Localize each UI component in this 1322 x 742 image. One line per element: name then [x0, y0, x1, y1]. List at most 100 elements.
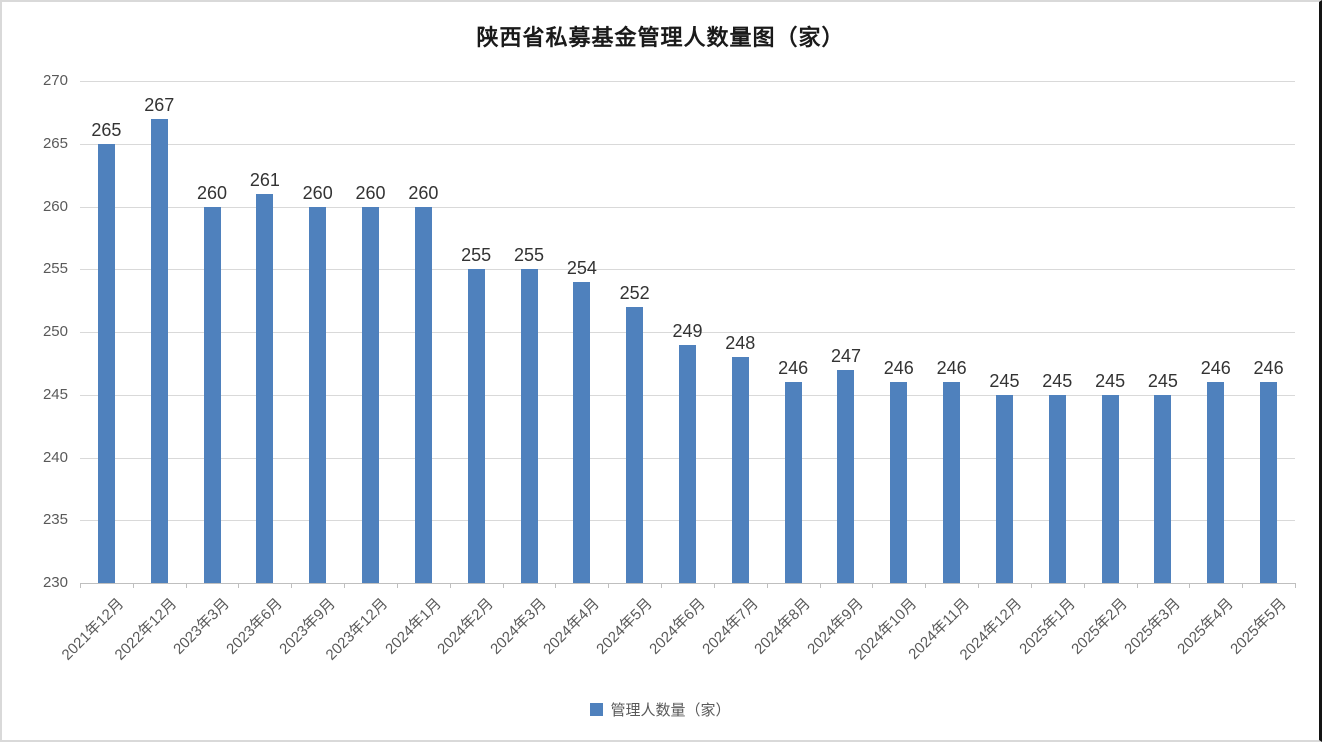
- bar-value-label: 260: [302, 182, 333, 203]
- legend-label: 管理人数量（家）: [610, 701, 731, 719]
- x-axis-tick: [449, 583, 451, 588]
- x-axis-label: 2024年4月: [540, 595, 604, 658]
- x-axis-label: 2025年2月: [1068, 595, 1132, 658]
- x-axis-tick: [872, 583, 874, 588]
- bar-value-label: 260: [355, 182, 386, 203]
- bar-value-label: 249: [672, 320, 703, 341]
- bar: [520, 269, 538, 583]
- bar-value-label: 245: [1095, 370, 1126, 391]
- bar: [1048, 394, 1066, 583]
- bar-value-label: 247: [830, 345, 861, 366]
- x-axis-label: 2024年8月: [751, 595, 815, 658]
- bar: [731, 357, 749, 583]
- x-axis-tick: [819, 583, 821, 588]
- x-axis-tick: [1083, 583, 1085, 588]
- x-axis-tick: [396, 583, 398, 588]
- x-axis-label: 2024年7月: [698, 595, 762, 658]
- gridline: [80, 206, 1295, 208]
- x-axis-label: 2024年6月: [645, 595, 709, 658]
- x-axis-label: 2024年5月: [593, 595, 656, 658]
- x-axis-tick: [1030, 583, 1032, 588]
- bar: [467, 269, 485, 583]
- plot-area: 230 235 240 245 250 255 260 265 270 265 267 260 261 2…: [43, 73, 1296, 664]
- y-axis-label: 270: [42, 72, 68, 89]
- bar-value-label: 245: [1147, 370, 1178, 391]
- bar-value-label: 245: [989, 370, 1020, 391]
- x-axis-tick: [80, 583, 81, 588]
- x-axis-tick: [608, 583, 610, 588]
- x-axis-label: 2023年6月: [223, 595, 287, 658]
- x-axis-label: 2025年3月: [1121, 595, 1185, 658]
- bar-value-label: 246: [936, 358, 967, 379]
- bar: [890, 382, 908, 583]
- bar: [943, 382, 961, 583]
- bar: [837, 369, 855, 583]
- x-axis-label: 2024年2月: [434, 595, 498, 658]
- bar-value-label: 248: [725, 333, 756, 354]
- bar-value-label: 260: [197, 182, 228, 203]
- y-axis-label: 255: [42, 260, 68, 278]
- bar-value-label: 252: [619, 282, 650, 303]
- x-axis-tick: [661, 583, 663, 588]
- y-axis-label: 245: [42, 385, 68, 403]
- x-axis-label: 2025年5月: [1227, 595, 1290, 658]
- x-axis-label: 2023年3月: [170, 595, 234, 658]
- x-axis-label: 2025年4月: [1174, 595, 1237, 658]
- bar-value-label: 267: [144, 94, 175, 115]
- bar: [362, 206, 380, 583]
- bar: [150, 118, 168, 583]
- bar: [1207, 382, 1225, 583]
- bar: [784, 382, 802, 583]
- y-axis-label: 260: [42, 197, 68, 215]
- y-axis-label: 230: [42, 574, 68, 591]
- bar-value-label: 255: [461, 245, 492, 266]
- x-axis-tick: [1242, 583, 1244, 588]
- bar-value-label: 245: [1042, 370, 1073, 391]
- x-axis-label: 2024年3月: [487, 595, 551, 658]
- gridline: [80, 81, 1295, 82]
- bar-value-label: 246: [883, 358, 914, 379]
- bar: [626, 306, 644, 583]
- bar: [995, 394, 1013, 583]
- bar: [1101, 394, 1119, 583]
- x-axis-tick: [502, 583, 504, 588]
- bar-value-label: 255: [513, 245, 545, 266]
- legend: 管理人数量（家）: [2, 699, 1319, 719]
- bar-value-label: 246: [1253, 358, 1284, 379]
- bar: [679, 344, 696, 583]
- x-axis-tick: [238, 583, 240, 588]
- bar: [97, 143, 115, 583]
- x-axis-tick: [291, 583, 293, 588]
- y-axis-label: 240: [42, 448, 68, 466]
- x-axis-tick: [1189, 583, 1191, 588]
- x-axis-tick: [555, 583, 557, 588]
- x-axis-tick: [132, 583, 134, 588]
- x-axis-tick: [185, 583, 187, 588]
- gridline: [80, 332, 1295, 333]
- x-axis-tick: [925, 583, 927, 588]
- x-axis-tick: [1136, 583, 1138, 588]
- x-axis-tick: [978, 583, 980, 588]
- x-axis-label: 2025年1月: [1015, 595, 1079, 658]
- x-axis-tick: [1295, 583, 1296, 588]
- bar: [256, 193, 274, 583]
- x-axis-tick: [713, 583, 715, 588]
- bar: [414, 206, 432, 583]
- bar-value-label: 265: [91, 119, 122, 140]
- gridline: [80, 269, 1295, 271]
- x-axis-label: 2024年1月: [381, 595, 445, 658]
- x-axis-tick: [766, 583, 768, 588]
- y-axis-label: 235: [42, 511, 68, 529]
- bar: [309, 206, 327, 583]
- bar: [1260, 382, 1278, 583]
- x-axis-line: [80, 583, 1295, 584]
- gridline: [80, 143, 1295, 145]
- bar: [203, 206, 221, 583]
- y-axis-label: 250: [42, 323, 68, 340]
- bar: [573, 281, 591, 583]
- bar-value-label: 261: [249, 169, 280, 190]
- bar: [1154, 394, 1172, 583]
- bar-value-label: 260: [408, 182, 439, 203]
- x-axis-tick: [344, 583, 346, 588]
